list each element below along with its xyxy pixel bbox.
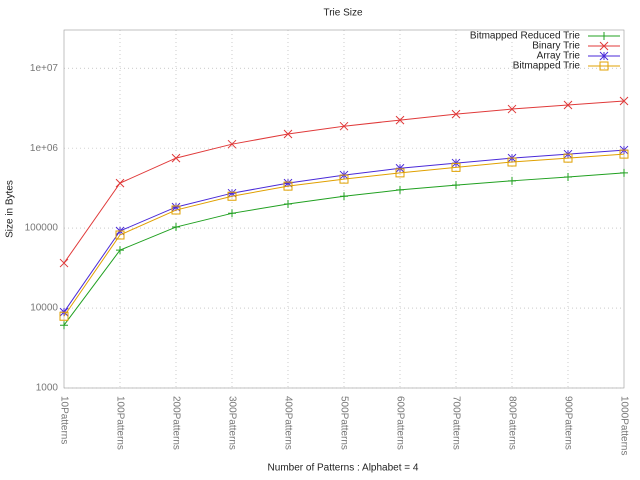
point-marker [451,162,461,172]
legend-label: Bitmapped Trie [513,61,581,72]
point-marker [508,176,516,185]
point-marker [620,168,628,177]
point-marker [339,174,349,184]
point-marker [451,109,461,119]
point-marker [171,153,181,163]
point-marker [284,200,292,209]
x-axis-label: Number of Patterns : Alphabet = 4 [268,463,419,474]
legend-marker [600,32,608,40]
point-marker [395,163,405,173]
point-marker [115,230,125,240]
y-axis-label: Size in Bytes [5,180,16,238]
point-marker [395,115,405,125]
legend-label: Bitmapped Reduced Trie [470,31,581,42]
legend-label: Array Trie [537,51,581,62]
point-marker [283,129,293,139]
y-tick-label: 10000 [30,303,58,314]
legend-marker [599,41,609,51]
point-marker [619,149,629,159]
point-marker [564,173,572,182]
point-marker [339,121,349,131]
y-tick-label: 1e+06 [30,143,59,154]
series-line [63,153,625,317]
point-marker [227,188,237,198]
x-tick-label: 600Patterns [394,396,405,450]
x-tick-label: 200Patterns [170,396,181,450]
x-tick-label: 1000Patterns [618,396,629,456]
x-tick-label: 10Patterns [58,396,69,444]
point-marker [283,178,293,188]
legend-marker [599,61,609,71]
point-marker [563,153,573,163]
legend-label: Binary Trie [532,41,580,52]
point-marker [395,168,405,178]
point-marker [396,185,404,194]
y-tick-label: 100000 [25,223,59,234]
y-tick-label: 1000 [36,383,59,394]
point-marker [116,246,124,255]
point-marker [171,205,181,215]
x-tick-label: 300Patterns [226,396,237,450]
point-marker [563,100,573,110]
point-marker [59,258,69,268]
x-tick-label: 700Patterns [450,396,461,450]
y-tick-label: 1e+07 [30,63,59,74]
x-tick-label: 500Patterns [338,396,349,450]
x-tick-label: 400Patterns [282,396,293,450]
x-tick-label: 900Patterns [562,396,573,450]
point-marker [228,209,236,218]
point-marker [283,181,293,191]
point-marker [507,157,517,167]
point-marker [507,104,517,114]
legend-marker [599,51,609,61]
point-marker [227,139,237,149]
point-marker [619,96,629,106]
point-marker [340,192,348,201]
point-marker [60,321,68,330]
x-tick-label: 800Patterns [506,396,517,450]
x-tick-label: 100Patterns [114,396,125,450]
point-marker [452,181,460,190]
point-marker [172,223,180,232]
point-marker [171,202,181,212]
point-marker [115,178,125,188]
point-marker [59,311,69,321]
chart-title: Trie Size [323,8,363,19]
point-marker [227,191,237,201]
